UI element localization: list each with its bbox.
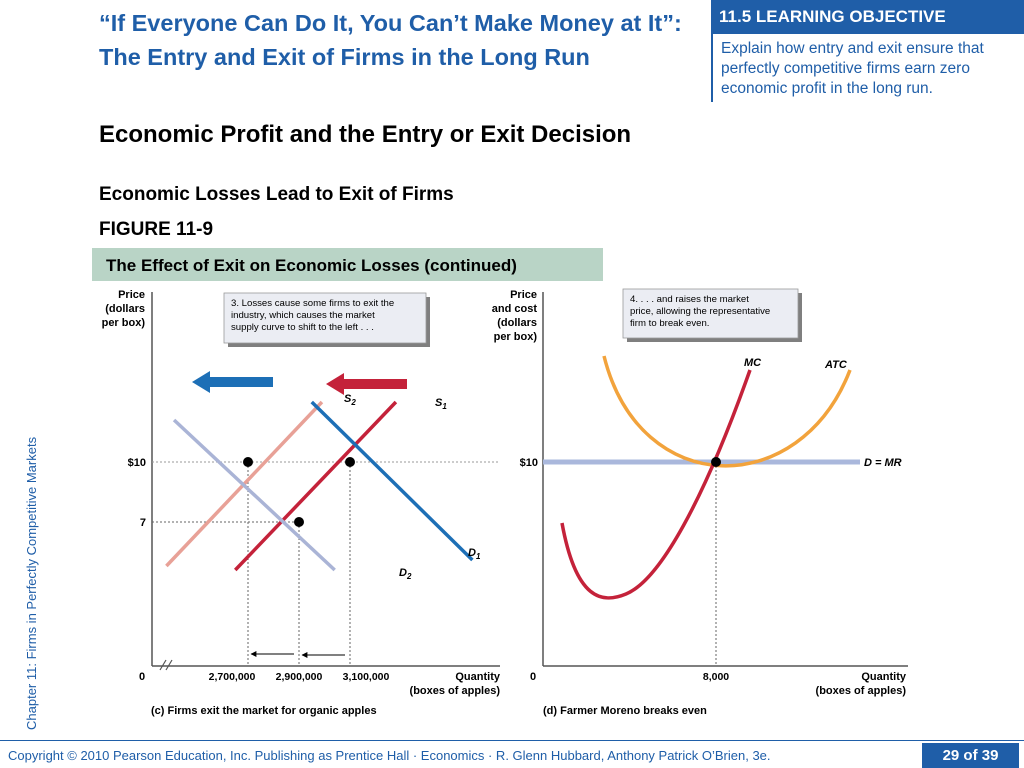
curve-d2 bbox=[172, 418, 336, 572]
c-y-tick-label-1: 7 bbox=[140, 517, 146, 529]
panel-c-axis-break-mark bbox=[159, 659, 173, 671]
figure-caption-bar bbox=[92, 248, 603, 281]
panel-d-origin-label: 0 bbox=[530, 671, 536, 683]
figure-chart: Price (dollars per box) Quantity (boxes of … bbox=[102, 288, 908, 717]
footer-rule bbox=[0, 740, 1024, 741]
curve-label-d1: D1 bbox=[468, 547, 481, 561]
equilibrium-point-1 bbox=[345, 457, 355, 467]
panel-c-callout-text: 3. Losses cause some firms to exit the in… bbox=[231, 298, 394, 333]
footer-copyright: Copyright © 2010 Pearson Education, Inc.… bbox=[8, 748, 771, 763]
curve-label-s2: S2 bbox=[344, 393, 356, 407]
panel-c-ylabel: Price (dollars per box) bbox=[102, 289, 146, 329]
mc-label: MC bbox=[744, 357, 762, 369]
panel-c-guides bbox=[152, 461, 500, 666]
c-x-tick-label-1: 2,900,000 bbox=[276, 671, 323, 683]
atc-label: ATC bbox=[824, 359, 848, 371]
learning-objective-text: Explain how entry and exit ensure that p… bbox=[721, 40, 984, 97]
panel-c-equilibria bbox=[243, 457, 355, 527]
equilibrium-point-0 bbox=[243, 457, 253, 467]
panel-d-xlabel: Quantity (boxes of apples) bbox=[816, 671, 907, 697]
panel-c-ticks: $10 7 2,700,000 2,900,000 3,100,000 bbox=[128, 457, 390, 683]
curve-d1 bbox=[310, 400, 474, 562]
c-x-tick-label-0: 2,700,000 bbox=[209, 671, 256, 683]
figure-caption: The Effect of Exit on Economic Losses (c… bbox=[106, 256, 517, 275]
d-y-tick-label-0: $10 bbox=[520, 457, 538, 469]
panel-c-callout: 3. Losses cause some firms to exit the in… bbox=[223, 292, 430, 347]
chapter-side-text: Chapter 11: Firms in Perfectly Competiti… bbox=[24, 436, 39, 730]
sub-heading: Economic Losses Lead to Exit of Firms bbox=[99, 184, 454, 205]
d-x-tick-label-0: 8,000 bbox=[703, 671, 729, 683]
panel-c: Price (dollars per box) Quantity (boxes of … bbox=[102, 289, 501, 717]
learning-objective-box: 11.5 LEARNING OBJECTIVE Explain how entr… bbox=[711, 0, 1024, 102]
panel-c-xlabel: Quantity (boxes of apples) bbox=[410, 671, 501, 697]
panel-c-caption: (c) Firms exit the market for organic ap… bbox=[151, 705, 377, 717]
curve-label-s1: S1 bbox=[435, 397, 447, 411]
panel-d-callout: 4. . . . and raises the market price, all… bbox=[622, 288, 802, 342]
panel-c-shift-arrows bbox=[250, 651, 345, 658]
equilibrium-point-2 bbox=[294, 517, 304, 527]
panel-c-shift-arrow-red bbox=[326, 373, 407, 395]
page-number: 29 of 39 bbox=[922, 743, 1019, 768]
slide-title: “If Everyone Can Do It, You Can’t Make M… bbox=[99, 10, 682, 70]
panel-d-ticks: $10 8,000 bbox=[520, 457, 730, 683]
mc-curve bbox=[560, 369, 752, 600]
c-y-tick-label-0: $10 bbox=[128, 457, 146, 469]
learning-objective-header: 11.5 LEARNING OBJECTIVE bbox=[713, 0, 1024, 34]
panel-d-caption: (d) Farmer Moreno breaks even bbox=[543, 705, 707, 717]
atc-curve bbox=[602, 355, 852, 468]
panel-c-shift-arrow-blue bbox=[192, 371, 273, 393]
panel-d-callout-text: 4. . . . and raises the market price, all… bbox=[630, 294, 770, 329]
c-x-tick-label-2: 3,100,000 bbox=[343, 671, 390, 683]
break-even-point bbox=[711, 457, 721, 467]
panel-c-origin-label: 0 bbox=[139, 671, 145, 683]
figure-label: FIGURE 11-9 bbox=[99, 219, 214, 240]
section-heading: Economic Profit and the Entry or Exit De… bbox=[99, 121, 632, 148]
dmr-label: D = MR bbox=[864, 457, 902, 469]
panel-c-curves: S1 S2 D1 D2 bbox=[165, 393, 481, 581]
panel-d-ylabel: Price and cost (dollars per box) bbox=[492, 289, 538, 343]
curve-label-d2: D2 bbox=[399, 567, 412, 581]
panel-d: Price and cost (dollars per box) Quantity (b… bbox=[492, 288, 908, 717]
curve-s1 bbox=[233, 400, 398, 572]
